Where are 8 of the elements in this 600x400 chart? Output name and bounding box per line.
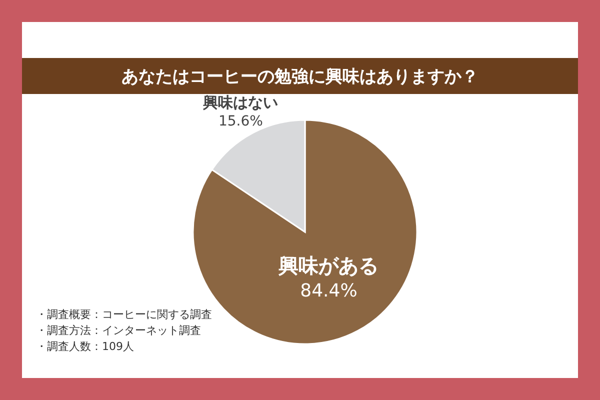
slice-label: 興味はない: [202, 93, 278, 112]
data-label: 84.4%: [300, 280, 358, 302]
chart-title: あなたはコーヒーの勉強に興味はありますか？: [122, 67, 478, 87]
text: ・調査概要：コーヒーに関する調査: [36, 308, 212, 321]
data-label: 15.6%: [218, 113, 263, 130]
text: ・調査方法：インターネット調査: [36, 324, 201, 337]
slice-label: 興味がある: [278, 253, 379, 278]
text: ・調査人数：109人: [36, 340, 134, 353]
